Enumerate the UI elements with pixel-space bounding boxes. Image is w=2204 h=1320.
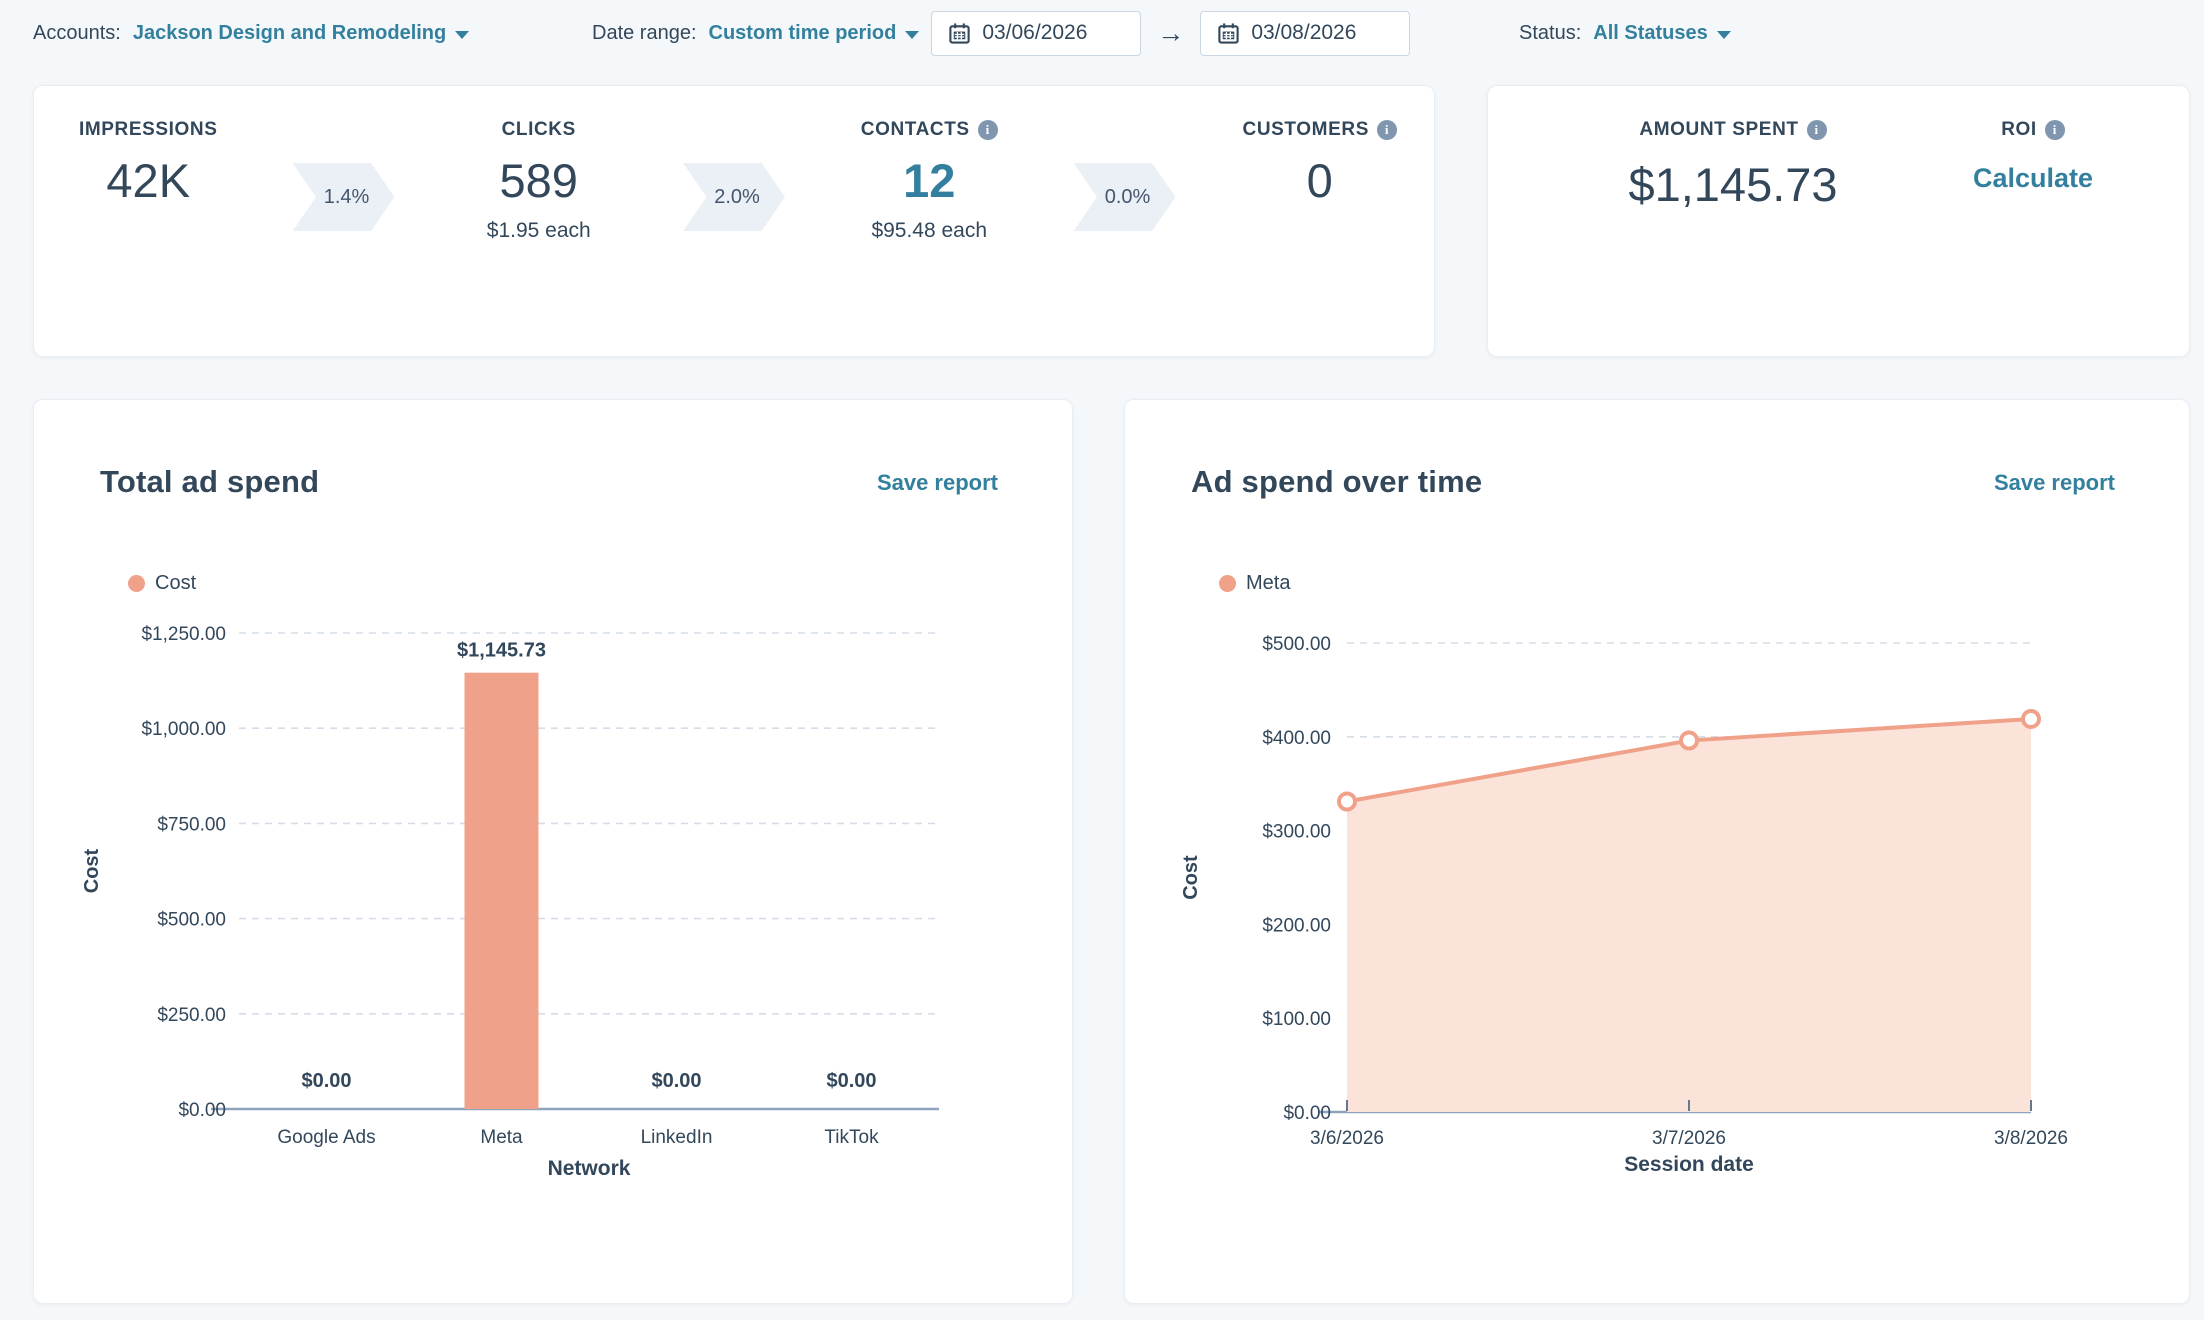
svg-text:3/6/2026: 3/6/2026: [1310, 1128, 1384, 1149]
date-range-dropdown-value: Custom time period: [708, 21, 897, 44]
metric-customers-value: 0: [1306, 154, 1333, 207]
accounts-dropdown[interactable]: Jackson Design and Remodeling: [132, 21, 470, 45]
metric-impressions-value: 42K: [106, 154, 191, 207]
calendar-icon: [1218, 22, 1239, 44]
conversion-chevron-icon: 2.0%: [683, 163, 785, 231]
filter-bar: Accounts: Jackson Design and Remodeling …: [0, 0, 2204, 66]
date-range-filter-group: Date range: Custom time period 03/06/202…: [592, 0, 1411, 66]
svg-text:$0.00: $0.00: [301, 1070, 351, 1092]
svg-text:Meta: Meta: [480, 1127, 523, 1148]
metric-contacts: CONTACTS i 12 $95.48 each: [815, 119, 1044, 243]
metric-clicks-label: CLICKS: [501, 119, 576, 140]
legend-label: Cost: [155, 572, 197, 594]
status-dropdown-value: All Statuses: [1593, 21, 1708, 44]
svg-text:$0.00: $0.00: [826, 1070, 876, 1092]
ad-spend-over-time-card: Ad spend over time Save report Meta $0.0…: [1124, 399, 2190, 1304]
svg-text:Network: Network: [548, 1157, 631, 1180]
date-range-label: Date range:: [592, 21, 697, 44]
svg-text:$300.00: $300.00: [1262, 822, 1331, 843]
accounts-label: Accounts:: [33, 21, 121, 44]
svg-text:LinkedIn: LinkedIn: [641, 1127, 713, 1148]
svg-text:$1,145.73: $1,145.73: [457, 640, 546, 662]
start-date-value: 03/06/2026: [982, 21, 1088, 44]
conversion-rate: 0.0%: [1104, 185, 1151, 208]
legend-dot-icon: [128, 575, 145, 592]
amount-spent-block: AMOUNT SPENT i $1,145.73: [1548, 119, 1918, 212]
svg-text:Session date: Session date: [1624, 1153, 1754, 1176]
info-icon[interactable]: i: [1376, 120, 1397, 140]
amount-spent-label: AMOUNT SPENT i: [1548, 119, 1918, 141]
svg-text:Cost: Cost: [1180, 855, 1202, 900]
legend-item-cost[interactable]: Cost: [128, 572, 1072, 595]
start-date-input[interactable]: 03/06/2026: [931, 10, 1142, 56]
svg-text:$400.00: $400.00: [1262, 728, 1331, 749]
legend-item-meta[interactable]: Meta: [1219, 572, 2189, 595]
metric-customers: CUSTOMERS i 0: [1206, 119, 1435, 207]
total-ad-spend-card: Total ad spend Save report Cost $0.00 $25…: [33, 399, 1073, 1304]
legend-label: Meta: [1246, 572, 1291, 594]
date-range-dropdown[interactable]: Custom time period: [709, 22, 920, 45]
end-date-value: 03/08/2026: [1251, 21, 1357, 44]
metric-customers-label: CUSTOMERS i: [1206, 119, 1435, 141]
roi-block: ROI i Calculate: [1918, 119, 2148, 212]
metric-contacts-label: CONTACTS i: [815, 119, 1044, 141]
info-icon[interactable]: i: [2044, 120, 2065, 140]
accounts-dropdown-value: Jackson Design and Remodeling: [132, 21, 447, 44]
total-ad-spend-title: Total ad spend: [100, 464, 320, 499]
metric-clicks: CLICKS 589 $1.95 each: [425, 119, 654, 243]
metrics-funnel-card: IMPRESSIONS 42K 1.4% CLICKS 589 $1.95 ea…: [33, 85, 1435, 357]
status-dropdown[interactable]: All Statuses: [1593, 21, 1731, 45]
ad-spend-over-time-title: Ad spend over time: [1191, 464, 1483, 499]
amount-spent-value: $1,145.73: [1628, 158, 1838, 211]
info-icon[interactable]: i: [977, 120, 998, 140]
conversion-rate: 2.0%: [714, 185, 760, 208]
svg-text:TikTok: TikTok: [824, 1127, 879, 1148]
calendar-icon: [949, 22, 970, 44]
metric-impressions-label: IMPRESSIONS: [78, 119, 218, 140]
caret-down-icon: [1716, 30, 1731, 39]
caret-down-icon: [455, 30, 470, 39]
svg-text:$100.00: $100.00: [1262, 1009, 1331, 1030]
status-filter-group: Status: All Statuses: [1519, 0, 1731, 66]
accounts-filter-group: Accounts: Jackson Design and Remodeling: [33, 0, 470, 66]
caret-down-icon: [905, 30, 920, 39]
svg-text:$0.00: $0.00: [1283, 1103, 1331, 1124]
conversion-chevron-icon: 1.4%: [292, 163, 395, 231]
metric-contacts-cost-each: $95.48 each: [871, 218, 988, 242]
svg-text:$250.00: $250.00: [157, 1005, 226, 1026]
svg-text:$500.00: $500.00: [1262, 634, 1331, 655]
roi-label: ROI i: [1918, 119, 2148, 141]
svg-text:$1,000.00: $1,000.00: [141, 719, 226, 740]
total-ad-spend-bar-chart: $0.00 $250.00 $500.00 $750.00 $1,000.00 $1,25…: [81, 624, 939, 1180]
metric-clicks-cost-each: $1.95 each: [486, 218, 591, 242]
svg-text:3/7/2026: 3/7/2026: [1652, 1128, 1726, 1149]
svg-text:$200.00: $200.00: [1262, 915, 1331, 936]
amount-spent-card: AMOUNT SPENT i $1,145.73 ROI i Calculate: [1487, 85, 2190, 357]
svg-text:$750.00: $750.00: [157, 814, 226, 835]
svg-text:$1,250.00: $1,250.00: [141, 624, 226, 645]
save-report-link[interactable]: Save report: [1993, 470, 2115, 495]
status-label: Status:: [1519, 21, 1582, 44]
save-report-link[interactable]: Save report: [876, 470, 998, 495]
conversion-rate: 1.4%: [323, 185, 370, 208]
arrow-right-icon: →: [1157, 17, 1185, 48]
svg-text:$500.00: $500.00: [157, 910, 226, 931]
legend-dot-icon: [1219, 575, 1236, 592]
end-date-input[interactable]: 03/08/2026: [1200, 10, 1411, 56]
svg-text:Google Ads: Google Ads: [277, 1127, 375, 1148]
metric-contacts-value[interactable]: 12: [903, 154, 956, 207]
ad-spend-over-time-area-chart: $0.00 $100.00 $200.00 $300.00 $400.00 $500.00…: [1180, 634, 2068, 1176]
svg-text:Cost: Cost: [81, 848, 103, 893]
metric-impressions: IMPRESSIONS 42K: [34, 119, 263, 207]
roi-calculate-link[interactable]: Calculate: [1972, 163, 2094, 193]
svg-text:$0.00: $0.00: [651, 1070, 701, 1092]
svg-text:$0.00: $0.00: [178, 1100, 226, 1121]
info-icon[interactable]: i: [1806, 120, 1827, 140]
metric-clicks-value: 589: [499, 154, 578, 207]
svg-text:3/8/2026: 3/8/2026: [1994, 1128, 2068, 1149]
conversion-chevron-icon: 0.0%: [1073, 163, 1176, 231]
